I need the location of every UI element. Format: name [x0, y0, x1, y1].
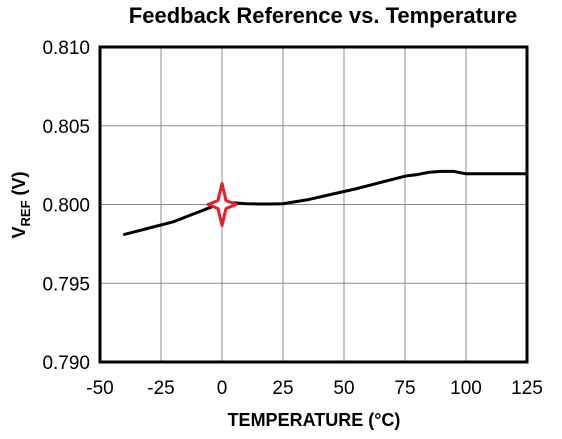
- x-tick-label: -25: [147, 378, 174, 399]
- chart-title: Feedback Reference vs. Temperature: [129, 3, 517, 28]
- y-axis-label-subscript: REF: [18, 200, 33, 226]
- series-line: [122, 169, 529, 236]
- plot-frame: [98, 45, 529, 364]
- y-tick-label: 0.805: [42, 117, 90, 138]
- x-tick-label: 100: [450, 378, 482, 399]
- y-axis-label-unit: (V): [9, 171, 29, 200]
- y-axis-label: VREF (V): [9, 171, 33, 238]
- highlight-marker: [206, 182, 238, 227]
- y-tick-labels: 0.790 0.795 0.800 0.805 0.810: [42, 38, 90, 374]
- x-tick-label: -50: [86, 378, 113, 399]
- y-tick-label: 0.810: [42, 38, 90, 59]
- x-tick-labels: -50 -25 0 25 50 75 100 125: [86, 378, 543, 399]
- x-tick-label: 0: [217, 378, 228, 399]
- series-layer: [122, 169, 529, 236]
- x-axis-label: TEMPERATURE (°C): [228, 410, 401, 430]
- x-tick-label: 25: [272, 378, 293, 399]
- y-tick-label: 0.800: [42, 196, 90, 217]
- grid-layer: [100, 47, 527, 362]
- marker-layer: [206, 182, 238, 227]
- x-tick-label: 125: [511, 378, 543, 399]
- y-tick-label: 0.795: [42, 274, 90, 295]
- y-tick-label: 0.790: [42, 353, 90, 374]
- x-tick-label: 50: [333, 378, 354, 399]
- x-tick-label: 75: [394, 378, 415, 399]
- y-axis-label-main: V: [9, 226, 29, 238]
